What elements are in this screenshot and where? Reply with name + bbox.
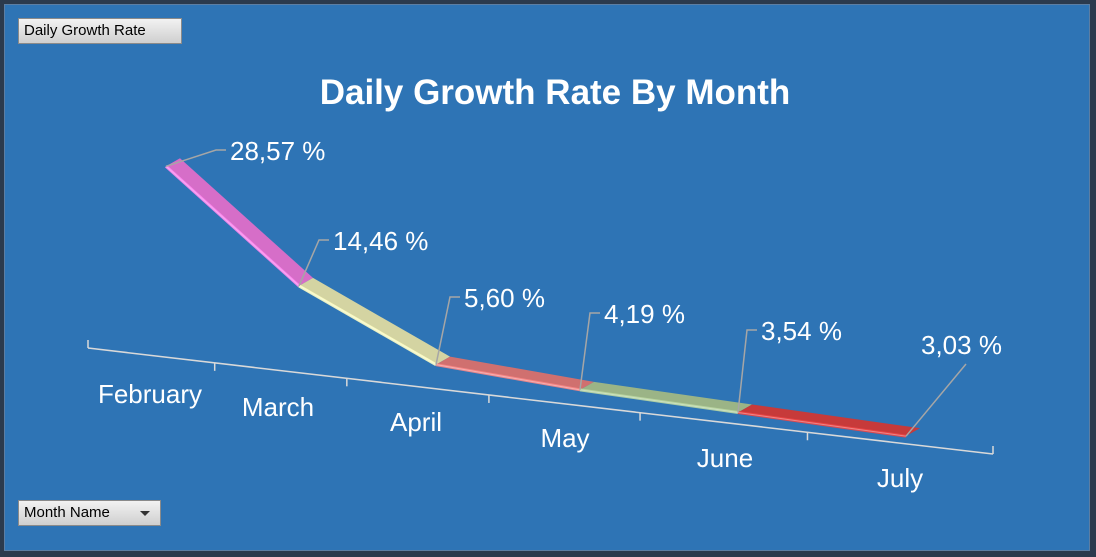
- line-segment: [738, 404, 920, 437]
- line-segment-edge: [579, 388, 739, 414]
- data-label: 14,46 %: [333, 226, 428, 256]
- axis-field-label: Month Name: [24, 504, 110, 521]
- data-label: 4,19 %: [604, 299, 685, 329]
- dropdown-arrow-icon[interactable]: [140, 511, 150, 516]
- line-segment-highlight: [298, 285, 437, 366]
- line-segment-edge: [164, 165, 301, 288]
- category-label: May: [540, 423, 589, 453]
- data-label-leader: [298, 239, 329, 287]
- data-label-leader: [165, 149, 226, 168]
- line-segment: [580, 381, 752, 413]
- category-label: July: [877, 463, 923, 493]
- line-segment-highlight: [579, 389, 739, 414]
- line-segment-edge: [435, 363, 581, 392]
- chart-title: Daily Growth Rate By Month: [320, 73, 791, 112]
- line-segment: [299, 277, 450, 365]
- chart-area: [4, 4, 1090, 551]
- line-segment: [436, 356, 594, 390]
- data-label: 3,03 %: [921, 330, 1002, 360]
- line-segment: [166, 158, 313, 286]
- data-label-leader: [905, 363, 967, 437]
- data-label-leader: [435, 296, 460, 365]
- line-segment-highlight: [435, 364, 581, 391]
- data-label-leader: [579, 312, 600, 390]
- value-field-label: Daily Growth Rate: [24, 22, 146, 39]
- category-label: February: [98, 379, 202, 409]
- data-label: 3,54 %: [761, 316, 842, 346]
- line-segment-edge: [737, 411, 907, 438]
- value-field-button[interactable]: Daily Growth Rate: [18, 18, 182, 44]
- axis-field-dropdown[interactable]: Month Name: [18, 500, 161, 526]
- data-label-leader: [737, 329, 757, 413]
- category-axis-line: [87, 347, 994, 455]
- category-label: June: [697, 443, 753, 473]
- category-label: March: [242, 392, 314, 422]
- data-label: 5,60 %: [464, 283, 545, 313]
- line-segment-edge: [298, 284, 437, 366]
- data-label: 28,57 %: [230, 136, 325, 166]
- line-segment-highlight: [737, 412, 907, 437]
- line-segment-highlight: [165, 165, 300, 287]
- category-label: April: [390, 407, 442, 437]
